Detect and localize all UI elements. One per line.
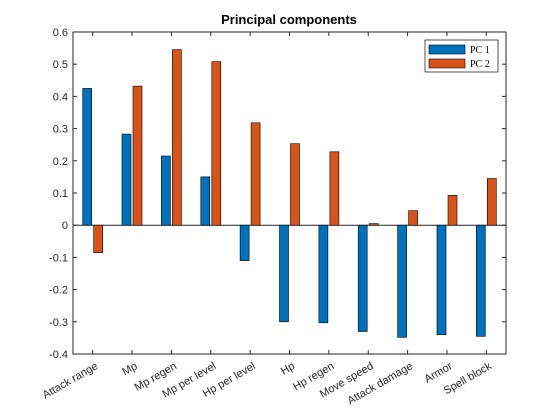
y-axis: -0.4 -0.3 -0.2 -0.1 0 0.1 0.2 0.3 0.4 0.5 0.6 <box>49 27 506 361</box>
y-tick-label: 0.4 <box>53 91 68 103</box>
y-tick-label: -0.1 <box>49 252 68 264</box>
bar-pc2-mp-regen <box>172 49 182 226</box>
bar-pc2-hp <box>290 143 300 226</box>
legend-label-pc1: PC 1 <box>470 45 490 56</box>
legend-swatch-pc2 <box>428 58 466 69</box>
legend-label-pc2: PC 2 <box>470 59 490 70</box>
bar-pc1-move-speed <box>357 224 368 332</box>
bar-pc2-hp-per-level <box>250 122 261 226</box>
bar-pc2-move-speed <box>368 223 379 226</box>
y-tick-label: 0.1 <box>53 188 68 200</box>
bar-pc1-armor <box>436 224 447 335</box>
chart-title: Principal components <box>221 12 357 27</box>
legend: PC 1 PC 2 <box>424 39 499 73</box>
bar-pc2-mp <box>132 85 143 226</box>
bar-pc1-attack-range <box>82 88 92 226</box>
y-tick-label: -0.4 <box>49 349 68 361</box>
bar-pc2-hp-regen <box>329 151 340 226</box>
bar-pc1-hp <box>279 224 289 323</box>
bar-pc2-attack-damage <box>408 210 418 226</box>
y-tick-label: 0.2 <box>53 156 68 168</box>
y-tick-label: 0.3 <box>53 124 68 136</box>
bar-pc1-mp <box>121 133 132 226</box>
bar-pc1-mp-per-level <box>200 176 211 226</box>
bar-pc1-hp-regen <box>318 224 329 324</box>
bar-pc2-attack-range <box>93 224 103 253</box>
bar-pc2-armor <box>447 195 458 226</box>
bar-pc1-attack-damage <box>397 224 407 338</box>
bar-pc2-mp-per-level <box>211 61 222 226</box>
y-tick-label: 0.6 <box>53 27 68 39</box>
y-tick-label: 0.5 <box>53 59 68 71</box>
bar-pc1-mp-regen <box>161 155 171 226</box>
bar-pc1-hp-per-level <box>239 224 250 261</box>
bar-pc2-spell-block <box>486 178 497 226</box>
y-tick-label: -0.3 <box>49 317 68 329</box>
y-tick-label: 0 <box>62 220 68 232</box>
plot-area <box>72 31 507 355</box>
y-tick-label: -0.2 <box>49 285 68 297</box>
bars-group <box>82 49 497 338</box>
legend-swatch-pc1 <box>428 44 466 55</box>
bar-pc1-spell-block <box>475 224 486 337</box>
